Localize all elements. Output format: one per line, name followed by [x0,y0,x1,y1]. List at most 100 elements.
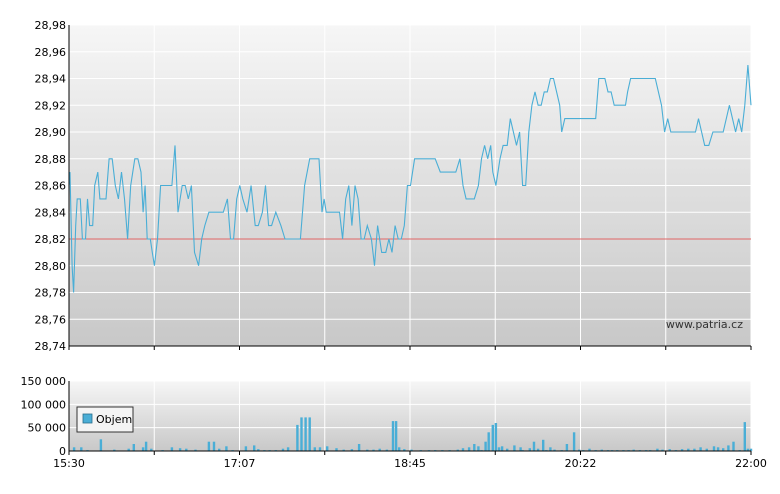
volume-bar [318,447,322,451]
volume-bar [699,447,702,451]
legend-swatch [82,413,93,424]
volume-bar [218,448,221,451]
volume-bar [532,441,536,451]
volume-bar [342,449,345,451]
volume-bar [572,432,576,451]
volume-bar [281,448,285,451]
price-series-line [68,65,752,293]
volume-bar [588,448,591,451]
volume-bar [113,449,116,451]
price-y-tick-label: 28,92 [35,99,67,112]
volume-bar [150,448,153,451]
volume-bar [132,444,135,451]
price-y-tick-label: 28,78 [35,287,67,300]
price-y-tick-label: 28,80 [35,260,67,273]
volume-bar [127,448,130,451]
volume-bar [727,445,730,451]
volume-bar [296,424,299,451]
volume-y-tick-label: 100 000 [21,398,67,411]
volume-bar [410,449,413,451]
volume-bar [378,448,381,451]
volume-bar [705,448,708,451]
volume-bar [366,449,369,451]
volume-bar [712,446,716,451]
volume-bar [491,424,494,451]
volume-bar [80,447,83,451]
volume-bar [403,449,406,451]
volume-bar [661,449,664,451]
volume-bar [304,417,307,451]
price-y-tick-label: 28,94 [35,73,67,86]
volume-bar [732,441,735,451]
volume-y-tick-label: 0 [59,445,66,458]
volume-bar [528,448,531,451]
volume-bar [746,448,750,451]
volume-bar [308,417,311,451]
volume-bar [536,448,540,451]
volume-bar [668,449,671,451]
volume-bar [513,445,516,451]
legend-label: Objem [96,413,132,426]
volume-bar [542,439,545,451]
volume-bar [749,448,753,451]
volume-bar [578,449,581,451]
volume-bar [212,441,216,451]
watermark: www.patria.cz [666,318,743,331]
volume-bar [257,449,260,451]
volume-bar [500,446,504,451]
volume-bar [600,449,603,451]
price-y-tick-label: 28,74 [35,340,67,353]
x-tick-label: 15:30 [53,457,85,470]
volume-bar [385,449,389,451]
volume-bar [549,447,552,451]
volume-bar [170,447,174,451]
volume-bar [693,448,696,451]
volume-bar [313,447,316,451]
price-panel: 28,74 28,76 28,78 28,80 28,82 28,84 28,86 28,88… [35,19,752,353]
volume-bar [506,448,509,451]
x-tick-label: 20:22 [565,457,597,470]
volume-bar [357,444,361,451]
x-axis: 15:30 17:07 18:45 20:22 22:00 [53,451,767,470]
volume-bar [487,432,490,451]
volume-bar [494,423,498,451]
volume-bar [398,447,401,451]
volume-bar [461,448,465,451]
volume-bar [225,446,228,451]
volume-bar [72,447,76,451]
volume-bar [350,449,354,451]
price-y-tick-label: 28,76 [35,313,67,326]
volume-bar [185,448,188,451]
volume-bar [497,447,501,451]
volume-bar [722,448,725,451]
volume-bar [194,449,197,451]
volume-bar [565,444,569,451]
volume-bar [391,421,395,451]
volume-bar [178,448,182,451]
volume-bar [144,441,148,451]
volume-bar [244,446,248,451]
volume-y-tick-label: 150 000 [21,375,67,388]
volume-bar [656,448,659,451]
volume-bar [326,446,329,451]
volume-bar [207,441,211,451]
volume-y-tick-label: 50 000 [28,422,67,435]
volume-bar [716,447,720,451]
volume-bar [300,417,303,451]
volume-bar [477,446,480,451]
volume-bar [467,447,471,451]
volume-bar [335,448,338,451]
volume-bar [141,447,145,451]
volume-bar [253,445,256,451]
x-tick-label: 18:45 [394,457,426,470]
volume-bar [484,441,487,451]
volume-bar [99,439,103,451]
volume-bar [680,449,684,451]
x-tick-label: 22:00 [735,457,767,470]
volume-bar [394,421,398,451]
price-y-tick-label: 28,82 [35,233,67,246]
price-y-tick-label: 28,90 [35,126,67,139]
price-y-tick-label: 28,84 [35,206,67,219]
volume-bar [372,449,375,451]
